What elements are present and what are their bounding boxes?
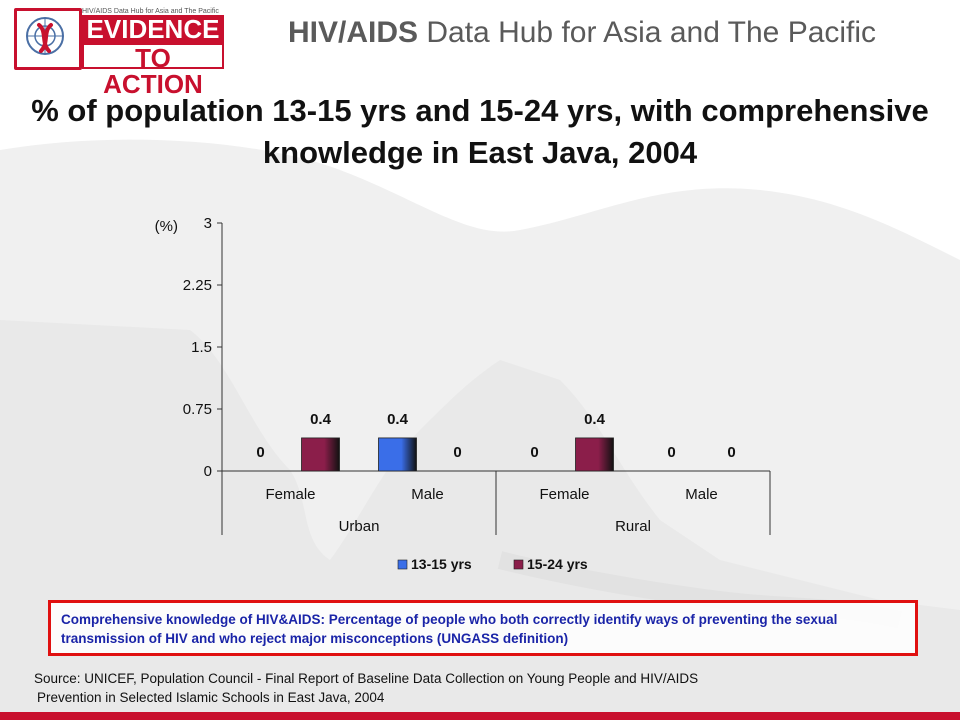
data-label: 0 <box>256 444 264 461</box>
bar <box>575 437 614 472</box>
logo-caption: HIV/AIDS Data Hub for Asia and The Pacif… <box>82 8 219 15</box>
x-group-label: Rural <box>615 518 651 535</box>
hub-title: HIV/AIDS Data Hub for Asia and The Pacif… <box>288 16 877 49</box>
y-axis-label: (%) <box>155 218 178 235</box>
data-label: 0 <box>667 444 675 461</box>
bar <box>378 437 417 472</box>
source-line-2: Prevention in Selected Islamic Schools i… <box>37 690 385 705</box>
data-label: 0 <box>530 444 538 461</box>
header: HIV/AIDS Data Hub for Asia and The Pacif… <box>0 0 960 97</box>
y-tick-label: 0.75 <box>183 401 212 418</box>
legend-label: 15-24 yrs <box>527 556 588 572</box>
x-tick-label: Male <box>411 486 444 503</box>
y-tick-label: 2.25 <box>183 277 212 294</box>
source-note: Source: UNICEF, Population Council - Fin… <box>34 669 914 707</box>
data-label: 0.4 <box>310 411 332 428</box>
x-tick-label: Female <box>539 486 589 503</box>
bar <box>301 437 340 472</box>
legend-swatch <box>397 559 408 570</box>
source-line-1: Source: UNICEF, Population Council - Fin… <box>34 671 699 686</box>
x-group-label: Urban <box>339 518 380 535</box>
chart-title: % of population 13-15 yrs and 15-24 yrs,… <box>31 93 929 170</box>
x-tick-label: Female <box>265 486 315 503</box>
legend-label: 13-15 yrs <box>411 556 472 572</box>
logo-evidence: EVIDENCE <box>82 15 224 43</box>
data-label: 0.4 <box>584 411 606 428</box>
bottom-bar <box>0 712 960 720</box>
logo-to-action: TO ACTION <box>82 43 224 97</box>
y-tick-label: 1.5 <box>191 339 212 356</box>
legend-swatch <box>513 559 524 570</box>
data-label: 0.4 <box>387 411 409 428</box>
data-label: 0 <box>453 444 461 461</box>
x-tick-label: Male <box>685 486 718 503</box>
y-tick-label: 0 <box>204 463 212 480</box>
un-emblem-icon <box>14 8 82 70</box>
data-label: 0 <box>727 444 735 461</box>
y-tick-label: 3 <box>204 215 212 232</box>
definition-box: Comprehensive knowledge of HIV&AIDS: Per… <box>48 600 918 656</box>
